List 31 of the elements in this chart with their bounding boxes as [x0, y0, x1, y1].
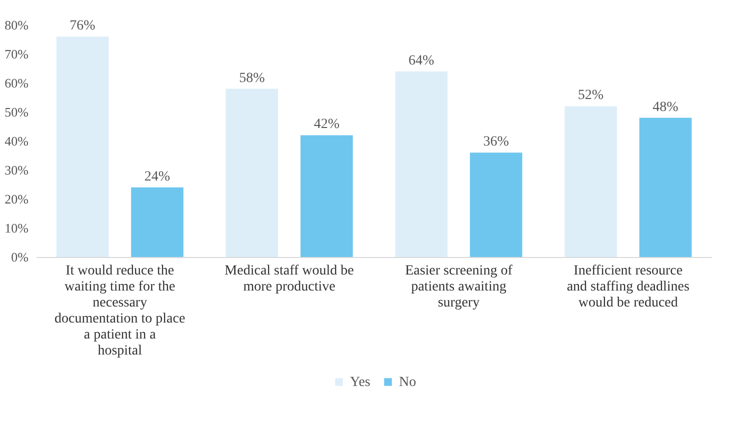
y-tick-label: 50%: [4, 104, 29, 120]
bar: [395, 71, 448, 257]
data-label: 42%: [314, 117, 340, 132]
data-label: 58%: [239, 70, 266, 86]
data-label: 48%: [652, 100, 679, 115]
data-label: 76%: [70, 18, 96, 34]
data-label: 24%: [144, 169, 170, 184]
y-tick-label: 40%: [4, 134, 29, 148]
bar: [300, 135, 353, 257]
data-label: 64%: [408, 53, 435, 68]
bar: [564, 106, 617, 257]
bar: [470, 152, 522, 257]
bar: [639, 118, 692, 257]
bar: [131, 187, 184, 257]
y-tick-label: 0%: [11, 250, 29, 264]
y-tick-label: 60%: [4, 76, 29, 90]
data-label: 36%: [483, 134, 510, 150]
y-tick-label: 10%: [4, 220, 29, 236]
y-tick-label: 70%: [4, 46, 29, 62]
bar: [56, 36, 109, 257]
y-tick-label: 80%: [4, 18, 29, 32]
data-label: 52%: [578, 88, 604, 104]
x-tick-label: Inefficient resource and staffing deadlines would be reduced: [566, 264, 690, 310]
x-tick-label: Medical staff would be more productive: [224, 264, 354, 294]
y-tick-label: 20%: [4, 192, 29, 206]
y-tick-label: 30%: [4, 162, 29, 178]
bar: [226, 88, 278, 257]
x-tick-label: It would reduce the waiting time for the necessary documentation to place a patient in a hospital: [54, 264, 186, 358]
legend-label: Yes: [350, 375, 370, 390]
legend-label: No: [399, 375, 416, 390]
x-tick-label: Easier screening of patients awaiting surgery: [405, 264, 513, 310]
